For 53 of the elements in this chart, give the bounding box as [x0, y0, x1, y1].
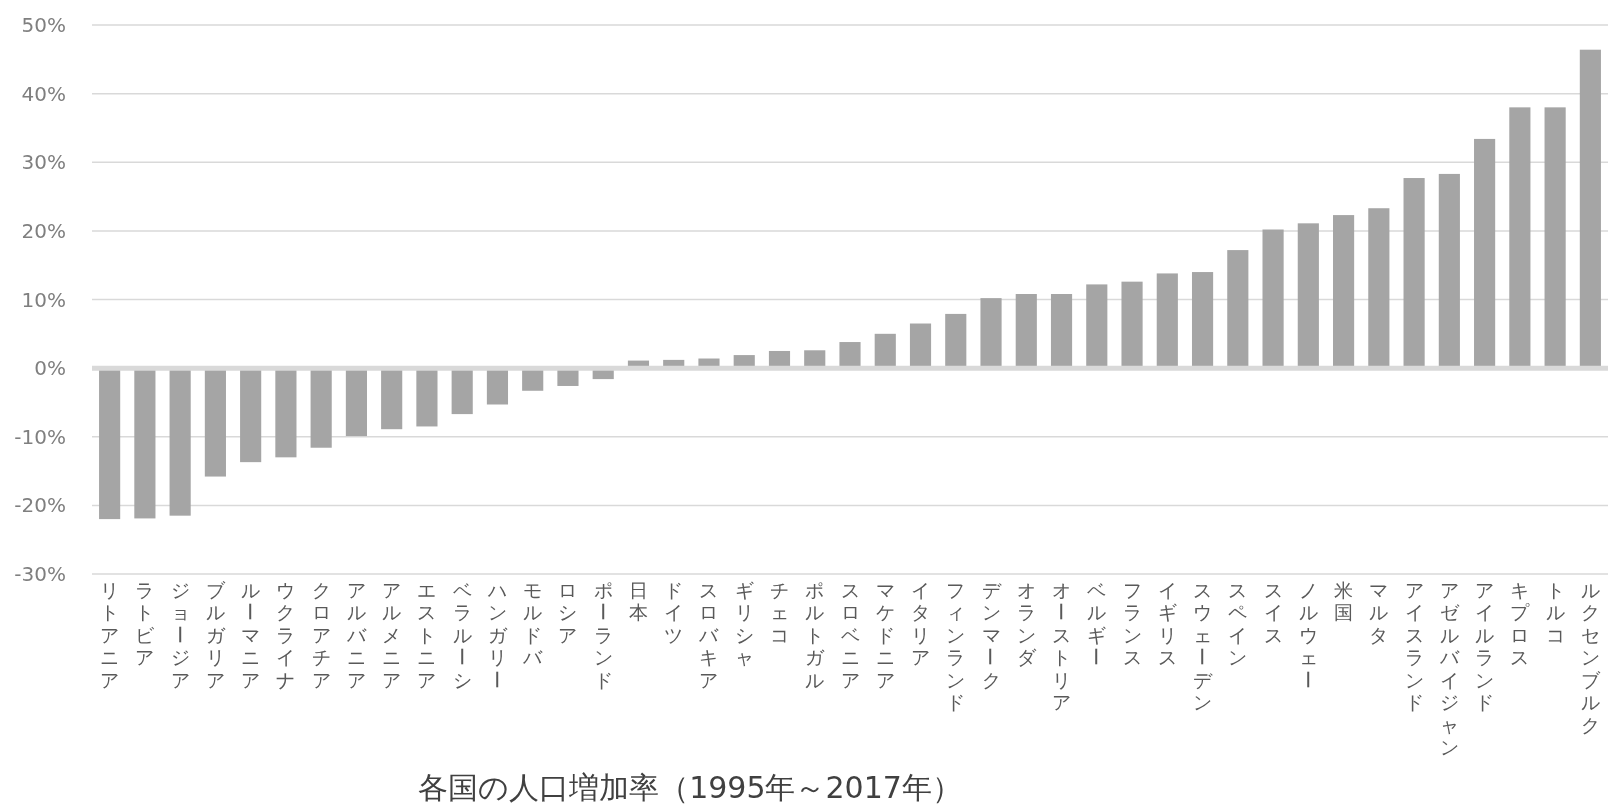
x-tick-label: ルクセンブルク — [1580, 578, 1600, 736]
x-tick-label: ジョージア — [168, 578, 191, 691]
x-tick-label: オランダ — [1016, 578, 1036, 669]
x-tick-label: ポーランド — [591, 578, 614, 691]
x-tick-label: ドイツ — [664, 578, 684, 646]
x-tick-label: リトアニア — [100, 578, 120, 691]
text: 各国の人口増加率（1995年～2017年） — [418, 770, 962, 805]
x-tick-label: ブルガリア — [205, 578, 225, 691]
x-tick-label: ベラルーシ — [450, 578, 473, 691]
y-tick-label: -30% — [14, 562, 66, 586]
x-tick-label: スウェーデン — [1190, 578, 1213, 714]
x-tick-label: アルバニア — [346, 578, 366, 691]
y-tick-label: -20% — [14, 493, 66, 518]
x-tick-label: モルドバ — [523, 578, 543, 669]
y-tick-label: 10% — [21, 287, 66, 312]
x-tick-label: イタリア — [911, 578, 930, 669]
x-tick-label: オーストリア — [1049, 578, 1072, 714]
x-tick-label: ポルトガル — [805, 578, 825, 691]
x-tick-label: アイスランド — [1404, 578, 1424, 714]
x-tick-label: ハンガリー — [485, 578, 508, 689]
x-tick-label: クロアチア — [311, 578, 331, 691]
x-tick-label: ベルギー — [1085, 578, 1108, 667]
x-tick-label: スロバキア — [699, 578, 719, 691]
x-tick-label: 米国 — [1334, 578, 1354, 624]
x-tick-label: トルコ — [1545, 578, 1565, 646]
x-tick-label: ラトビア — [135, 578, 155, 669]
x-tick-label: 日本 — [628, 578, 648, 624]
x-tick-label: アゼルバイジャン — [1439, 578, 1459, 759]
y-tick-label: -10% — [14, 424, 66, 449]
x-tick-label: ギリシャ — [734, 578, 754, 669]
x-tick-label: スロベニア — [840, 578, 860, 691]
x-tick-label: フランス — [1122, 578, 1142, 669]
x-tick-label: アルメニア — [382, 578, 402, 691]
x-tick-label: マケドニア — [875, 578, 895, 691]
x-tick-label: ロシア — [558, 578, 578, 646]
x-tick-label: マルタ — [1369, 578, 1389, 646]
y-tick-label: 50% — [21, 13, 66, 37]
x-tick-label: アイルランド — [1475, 578, 1495, 714]
x-tick-label: キプロス — [1510, 578, 1530, 669]
x-tick-label: ルーマニア — [239, 578, 262, 691]
x-tick-label: ウクライナ — [276, 578, 296, 691]
x-tick-label: デンマーク — [979, 578, 1002, 691]
x-tick-label: チェコ — [770, 578, 789, 646]
y-tick-label: 0% — [34, 356, 66, 381]
x-tick-label: フィンランド — [946, 578, 966, 714]
y-tick-label: 40% — [21, 81, 66, 106]
x-tick-label: ノルウェー — [1296, 578, 1319, 689]
x-tick-label: スイス — [1263, 578, 1283, 646]
y-tick-label: 30% — [21, 150, 66, 175]
x-tick-label: エストニア — [417, 578, 437, 691]
x-tick-label: イギリス — [1157, 578, 1177, 669]
y-tick-label: 20% — [21, 218, 66, 243]
x-tick-label: スペイン — [1228, 578, 1248, 669]
